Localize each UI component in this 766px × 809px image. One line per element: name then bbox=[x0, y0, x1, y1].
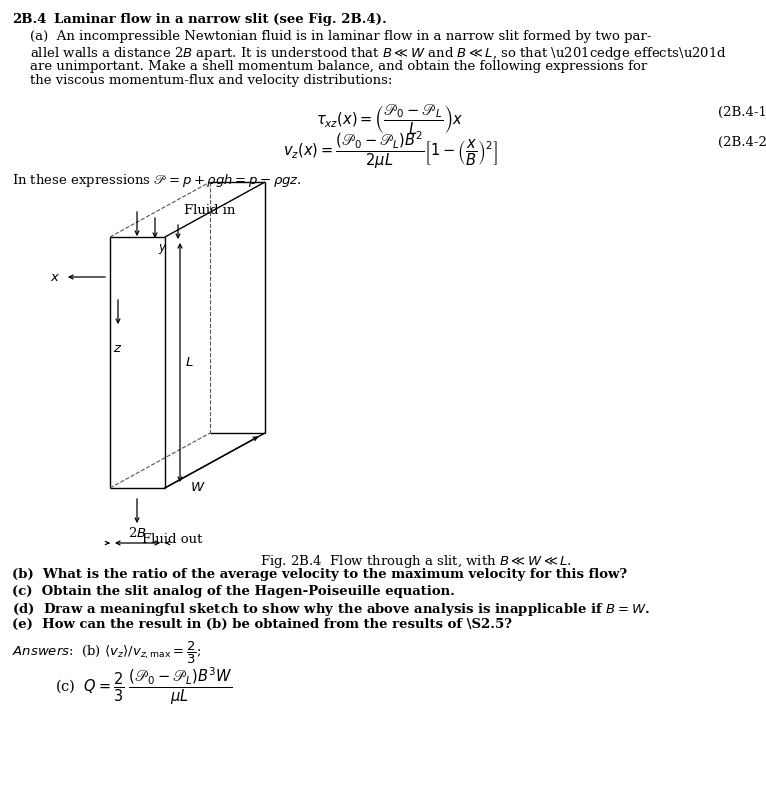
Text: Laminar flow in a narrow slit (see Fig. 2B.4).: Laminar flow in a narrow slit (see Fig. … bbox=[54, 13, 387, 26]
Text: the viscous momentum-flux and velocity distributions:: the viscous momentum-flux and velocity d… bbox=[30, 74, 392, 87]
Text: $v_z(x) = \dfrac{(\mathscr{P}_0 - \mathscr{P}_L)B^2}{2\mu L}\left[1 - \left(\dfr: $v_z(x) = \dfrac{(\mathscr{P}_0 - \maths… bbox=[283, 130, 497, 172]
Text: (2B.4-1): (2B.4-1) bbox=[718, 106, 766, 119]
Text: 2$B$: 2$B$ bbox=[128, 526, 147, 540]
Text: (b)  What is the ratio of the average velocity to the maximum velocity for this : (b) What is the ratio of the average vel… bbox=[12, 568, 627, 581]
Text: $x$: $x$ bbox=[50, 270, 60, 283]
Text: $\mathit{Answers}$:  (b) $\langle v_z \rangle / v_{z,\mathrm{max}} = \dfrac{2}{3: $\mathit{Answers}$: (b) $\langle v_z \ra… bbox=[12, 640, 201, 666]
Text: $W$: $W$ bbox=[190, 481, 206, 493]
Text: Fig. 2B.4  Flow through a slit, with $B \ll W \ll L$.: Fig. 2B.4 Flow through a slit, with $B \… bbox=[260, 553, 572, 570]
Text: (c)  $Q = \dfrac{2}{3}\;\dfrac{(\mathscr{P}_0 - \mathscr{P}_L)B^3 W}{\mu L}$: (c) $Q = \dfrac{2}{3}\;\dfrac{(\mathscr{… bbox=[55, 666, 233, 707]
Text: (c)  Obtain the slit analog of the Hagen-Poiseuille equation.: (c) Obtain the slit analog of the Hagen-… bbox=[12, 584, 455, 598]
Text: Fluid out: Fluid out bbox=[142, 533, 202, 546]
Text: $y$: $y$ bbox=[159, 242, 168, 256]
Text: Fluid in: Fluid in bbox=[184, 204, 235, 217]
Text: In these expressions $\mathscr{P} = p + \rho gh = p - \rho gz$.: In these expressions $\mathscr{P} = p + … bbox=[12, 172, 302, 189]
Text: $\tau_{xz}(x) = \left(\dfrac{\mathscr{P}_0 - \mathscr{P}_L}{L}\right)x$: $\tau_{xz}(x) = \left(\dfrac{\mathscr{P}… bbox=[316, 103, 463, 138]
Text: (2B.4-2): (2B.4-2) bbox=[718, 136, 766, 149]
Text: $L$: $L$ bbox=[185, 355, 194, 369]
Text: $z$: $z$ bbox=[113, 342, 123, 355]
Text: (e)  How can the result in (b) be obtained from the results of \S2.5?: (e) How can the result in (b) be obtaine… bbox=[12, 617, 512, 630]
Text: (d)  Draw a meaningful sketch to show why the above analysis is inapplicable if : (d) Draw a meaningful sketch to show why… bbox=[12, 601, 650, 618]
Text: (a)  An incompressible Newtonian fluid is in laminar flow in a narrow slit forme: (a) An incompressible Newtonian fluid is… bbox=[30, 30, 652, 43]
Text: 2B.4: 2B.4 bbox=[12, 13, 47, 26]
Text: are unimportant. Make a shell momentum balance, and obtain the following express: are unimportant. Make a shell momentum b… bbox=[30, 60, 647, 73]
Text: allel walls a distance 2$B$ apart. It is understood that $B \ll W$ and $B \ll L$: allel walls a distance 2$B$ apart. It is… bbox=[30, 44, 727, 61]
